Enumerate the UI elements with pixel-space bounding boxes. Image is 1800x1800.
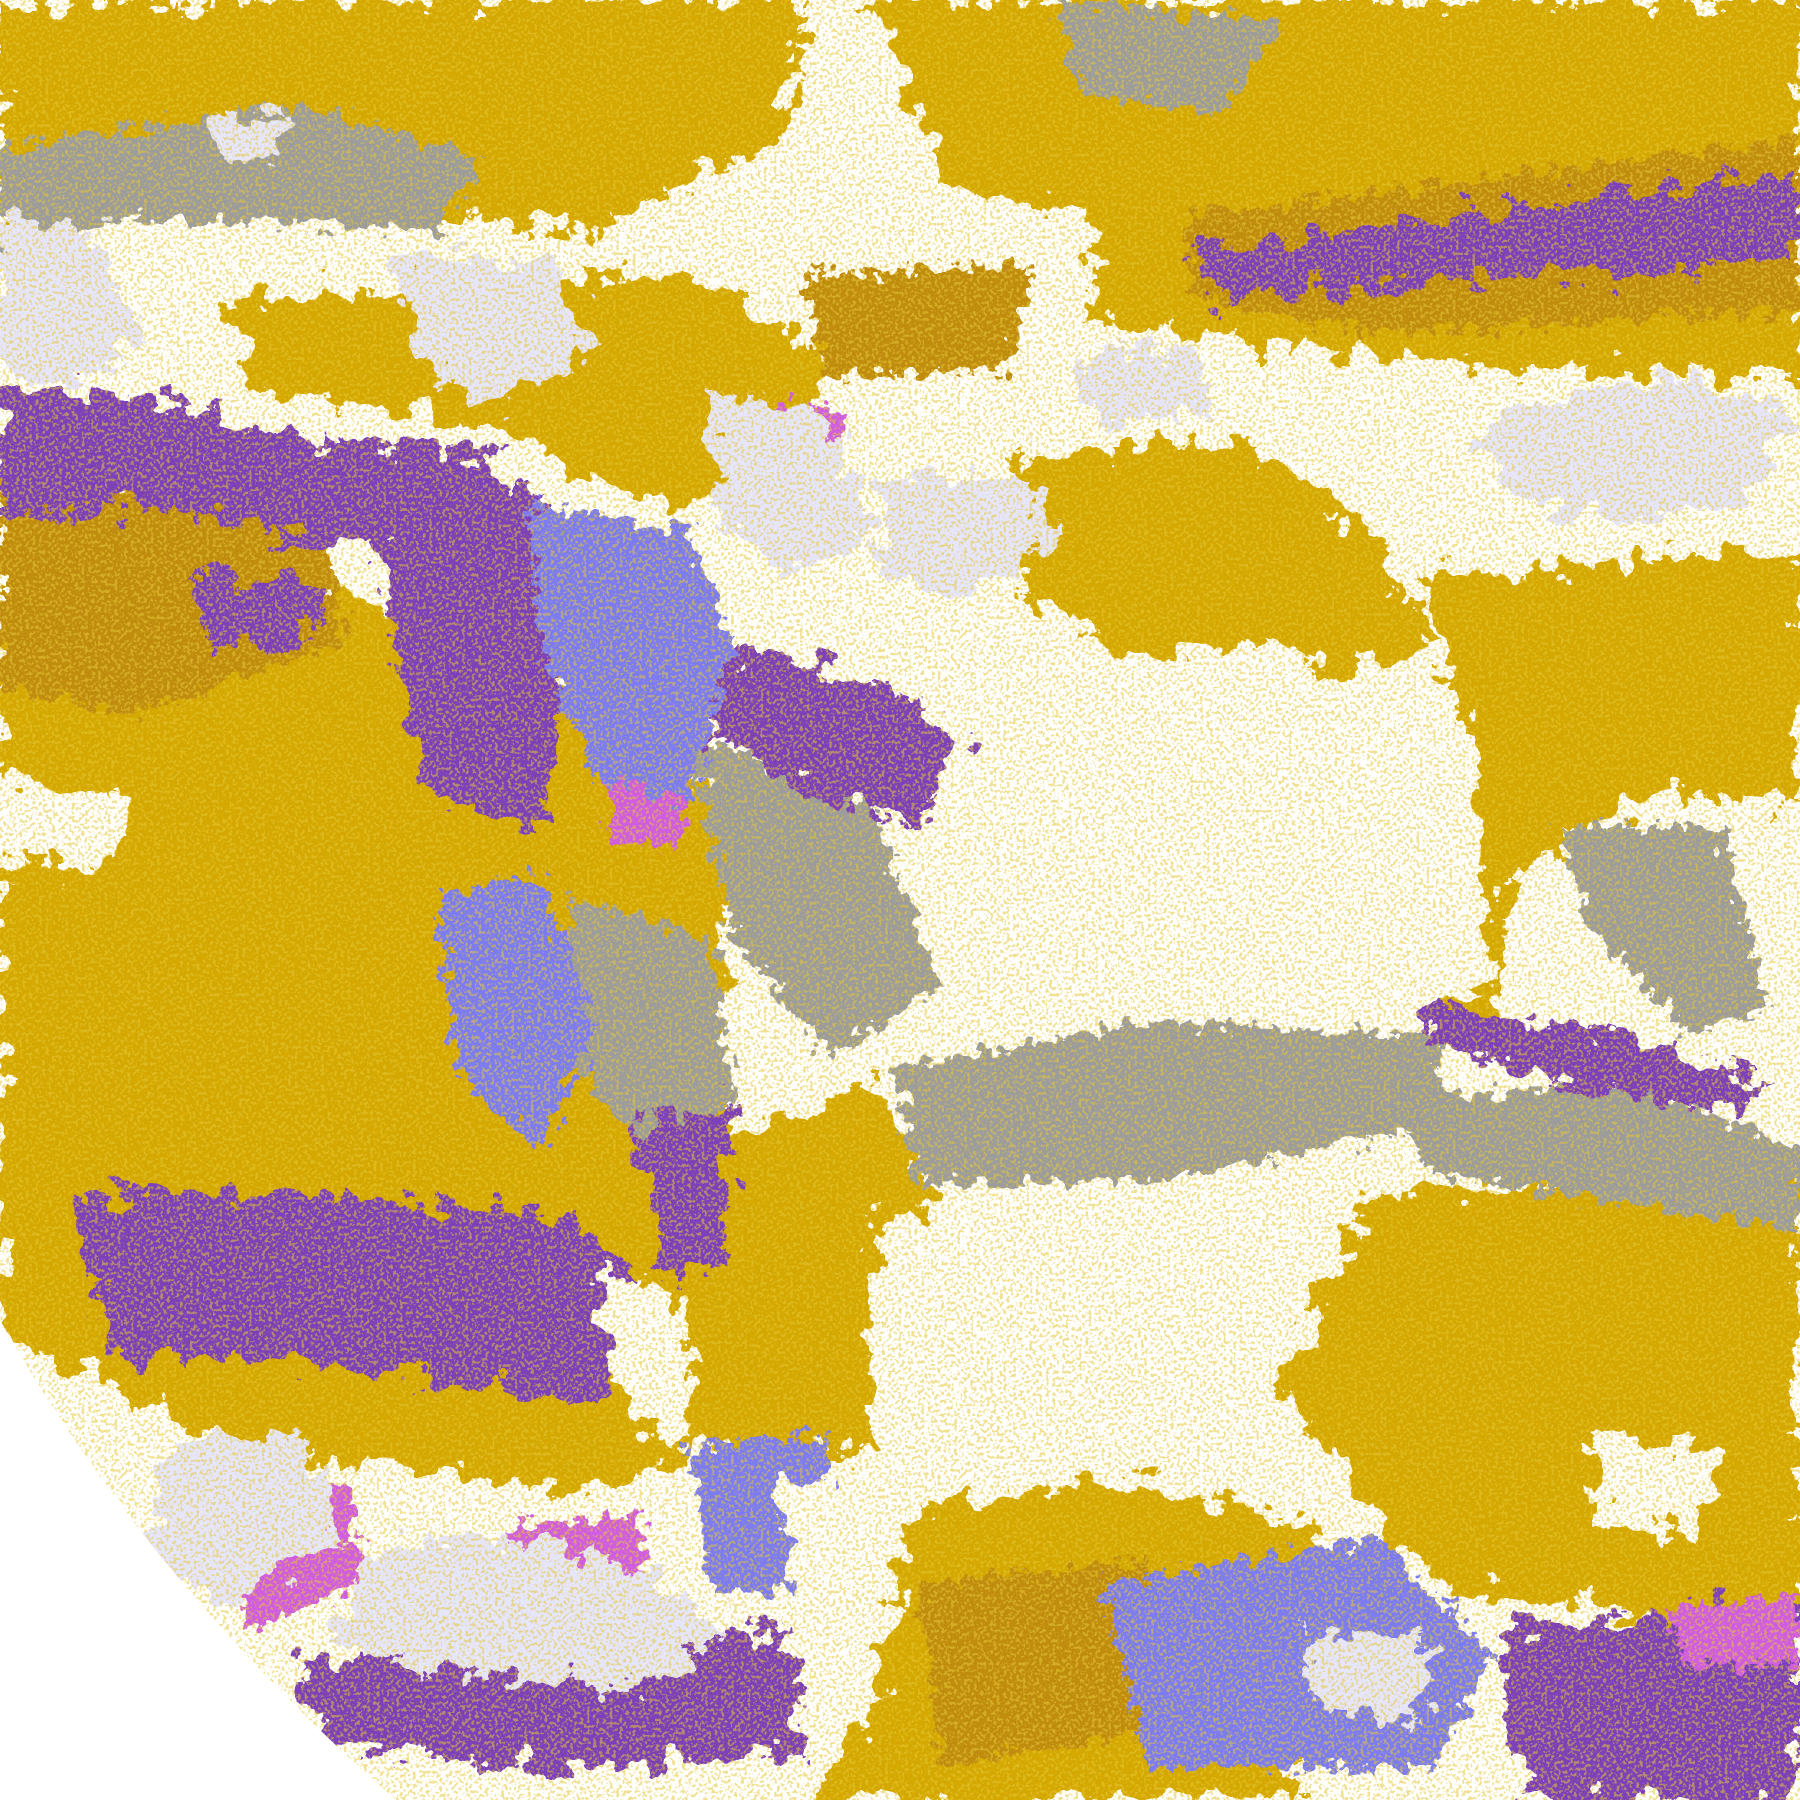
off-disk-area (0, 1320, 397, 1800)
